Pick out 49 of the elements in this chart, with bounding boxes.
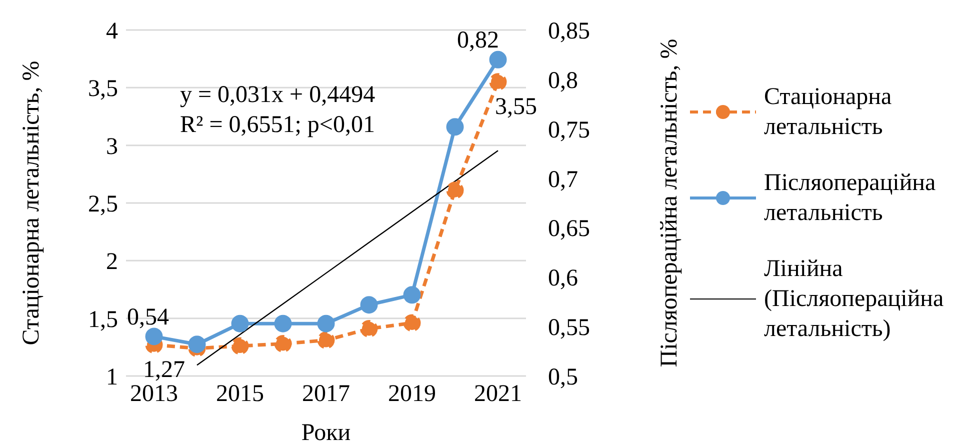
- y-tick-label: 1: [106, 364, 118, 391]
- x-tick-label: 2017: [302, 381, 350, 408]
- y2-tick-label: 0,6: [548, 266, 578, 292]
- y2-tick-label: 0,5: [548, 364, 578, 391]
- y-tick-label: 3: [106, 134, 118, 160]
- x-tick-label: 2015: [216, 381, 264, 408]
- point: [360, 320, 378, 338]
- point: [489, 73, 507, 91]
- annotation: y = 0,031x + 0,4494: [180, 81, 376, 110]
- y2-tick-label: 0,8: [548, 68, 578, 94]
- data-label: 1,27: [143, 356, 185, 383]
- y-tick-label: 4: [106, 18, 118, 45]
- y2-tick-label: 0,55: [548, 315, 590, 342]
- annotation: R² = 0,6551; p<0,01: [180, 111, 376, 140]
- x-tick-label: 2019: [388, 381, 436, 408]
- point: [446, 182, 464, 200]
- y2-tick-label: 0,75: [548, 117, 590, 144]
- y-tick-label: 2: [106, 249, 118, 276]
- y2-axis-title: Післяопераційна летальність, %: [656, 38, 683, 368]
- point: [317, 331, 335, 349]
- legend-label: Лінійна (Післяопераційна летальність): [764, 254, 945, 344]
- point: [188, 336, 206, 354]
- x-tick-label: 2021: [474, 381, 522, 408]
- point: [360, 296, 378, 314]
- y-axis-title: Стаціонарна летальність, %: [18, 60, 45, 346]
- y-tick-label: 3,5: [88, 76, 118, 102]
- data-label: 3,55: [495, 94, 537, 120]
- point: [274, 334, 292, 352]
- point: [231, 314, 249, 332]
- point: [489, 50, 507, 68]
- y2-tick-label: 0,85: [548, 18, 590, 45]
- x-tick-label: 2013: [130, 381, 178, 408]
- legend-label: Стаціонарна летальність: [764, 82, 893, 142]
- line-series: [196, 150, 499, 366]
- y2-tick-label: 0,7: [548, 166, 578, 193]
- point: [403, 286, 421, 304]
- y2-tick-label: 0,65: [548, 216, 590, 242]
- x-axis-title: Роки: [301, 420, 351, 446]
- point: [145, 328, 163, 346]
- point: [274, 314, 292, 332]
- y-tick-label: 1,5: [88, 306, 118, 333]
- point: [317, 314, 335, 332]
- point: [231, 337, 249, 355]
- legend-label: Післяопераційна летальність: [764, 168, 937, 228]
- point: [446, 118, 464, 136]
- y-tick-label: 2,5: [88, 192, 118, 218]
- data-label: 0,82: [457, 28, 499, 54]
- data-label: 0,54: [127, 304, 169, 330]
- point: [403, 314, 421, 332]
